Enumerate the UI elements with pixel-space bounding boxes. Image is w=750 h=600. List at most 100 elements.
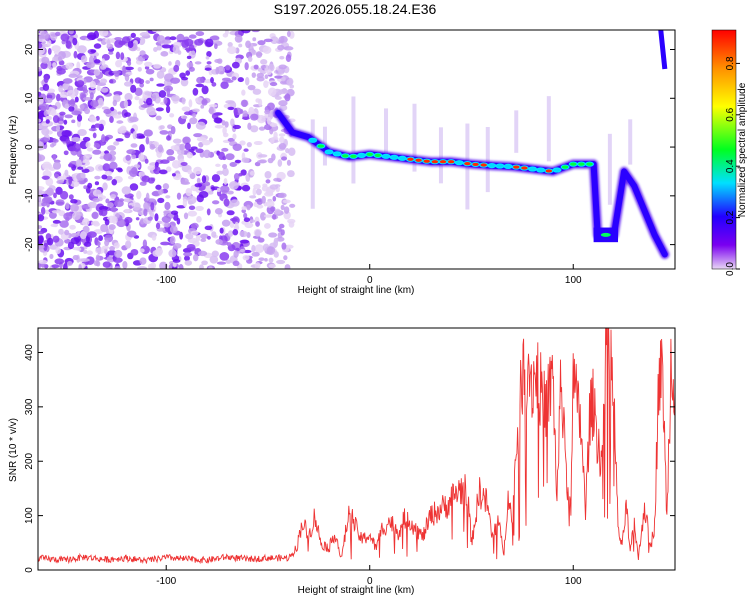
spectrogram-noise-blob xyxy=(68,176,73,185)
spectrogram-noise-blob xyxy=(239,248,246,253)
spectrogram-noise-blob xyxy=(106,39,111,48)
spectrogram-noise-blob xyxy=(260,64,267,69)
spectrogram-noise-blob xyxy=(124,73,130,82)
spectrogram-noise-blob xyxy=(46,187,54,196)
spectrogram-noise-blob xyxy=(255,221,260,227)
spectrogram-noise-blob xyxy=(109,246,116,251)
spectrogram-noise-blob xyxy=(156,83,165,87)
spectrogram-noise-blob xyxy=(100,78,108,84)
spectrogram-noise-blob xyxy=(157,188,164,195)
spectrogram-noise-blob xyxy=(254,244,265,253)
spectrogram-noise-blob xyxy=(76,61,81,70)
ridge-spot xyxy=(504,164,512,168)
spectrogram-noise-blob xyxy=(154,161,159,168)
spectrogram-noise-blob xyxy=(86,61,95,69)
spectrogram-noise-blob xyxy=(151,191,160,197)
spectrogram-noise-blob xyxy=(214,43,218,50)
spectrogram-noise-blob xyxy=(109,79,114,84)
spectrogram-noise-blob xyxy=(170,77,181,84)
spectrogram-noise-blob xyxy=(230,217,238,222)
spectrogram-noise-blob xyxy=(238,43,243,48)
spectrogram-noise-blob xyxy=(100,209,108,217)
spectrogram-noise-blob xyxy=(106,202,114,208)
spectrogram-noise-blob xyxy=(38,259,48,264)
spectrogram-noise-blob xyxy=(269,137,275,144)
spectrogram-noise-blob xyxy=(40,30,49,40)
spectrogram-noise-blob xyxy=(45,177,54,187)
spectrogram-noise-blob xyxy=(144,91,153,96)
spectrogram-noise-blob xyxy=(165,195,171,199)
spectrogram-noise-blob xyxy=(246,204,251,209)
spectrogram-noise-blob xyxy=(43,110,48,117)
spectrogram-noise-blob xyxy=(82,96,93,101)
spectrogram-noise-blob xyxy=(130,248,139,256)
spectrogram-noise-blob xyxy=(273,131,278,139)
spectrogram-noise-blob xyxy=(288,147,296,157)
ridge-spot xyxy=(342,154,349,158)
spectrogram-noise-blob xyxy=(139,257,147,265)
spectrogram-noise-blob xyxy=(184,142,191,151)
spectrogram-noise-blob xyxy=(69,180,80,188)
spectrogram-noise-blob xyxy=(52,62,57,68)
spectrogram-noise-blob xyxy=(264,109,271,115)
spectrogram-noise-blob xyxy=(124,92,133,102)
spectrogram-x-axis-label: Height of straight line (km) xyxy=(298,285,415,296)
spectrogram-noise-blob xyxy=(138,171,146,177)
spectrogram-noise-blob xyxy=(226,242,232,247)
spectrogram-noise-blob xyxy=(278,64,287,70)
colorbar-gradient xyxy=(711,29,737,270)
spectrogram-noise-blob xyxy=(138,78,145,85)
spectrogram-noise-blob xyxy=(195,233,201,242)
spectrogram-noise-blob xyxy=(166,149,175,156)
spectrogram-noise-blob xyxy=(195,97,204,103)
spectrogram-noise-blob xyxy=(52,115,60,123)
ridge-spot xyxy=(488,163,496,168)
spectrogram-noise-blob xyxy=(195,83,205,88)
spectrogram-noise-blob xyxy=(41,56,50,64)
spectrogram-noise-blob xyxy=(41,175,50,180)
spectrogram-noise-blob xyxy=(289,84,295,89)
spectrogram-noise-blob xyxy=(250,113,259,121)
spectrogram-noise-blob xyxy=(152,249,162,257)
spectrogram-noise-blob xyxy=(139,50,146,57)
spectrogram-noise-blob xyxy=(159,130,169,135)
spectrogram-noise-blob xyxy=(54,258,65,265)
spectrogram-noise-blob xyxy=(102,182,108,191)
ridge-spot xyxy=(325,150,333,154)
snr-y-ticks: 0 100 200 300 400 xyxy=(24,344,675,573)
spectrogram-noise-blob xyxy=(176,192,182,200)
ridge-spot xyxy=(521,166,528,170)
spectrogram-noise-blob xyxy=(155,115,162,121)
spectrogram-noise-blob xyxy=(273,177,281,182)
spectrogram-noise-blob xyxy=(187,210,198,217)
spectrogram-noise-blob xyxy=(47,47,52,55)
spectrogram-noise-blob xyxy=(168,61,172,66)
spectrogram-noise-blob xyxy=(38,118,42,123)
spectrogram-noise-blob xyxy=(198,142,204,148)
spectrogram-noise-blob xyxy=(147,216,153,221)
spectrogram-noise-blob xyxy=(92,132,97,139)
spectrogram-noise-blob xyxy=(120,52,125,61)
spectrogram-noise-blob xyxy=(255,98,261,103)
spectrogram-noise-blob xyxy=(216,187,221,193)
spectrogram-noise-blob xyxy=(93,143,100,149)
spectrogram-noise-blob xyxy=(52,235,60,243)
spectrogram-noise-blob xyxy=(100,87,109,93)
spectrogram-noise-blob xyxy=(116,120,124,124)
spectrogram-noise-blob xyxy=(43,242,48,252)
spectrogram-x-ticks: -100 0 100 xyxy=(156,264,582,286)
spectrogram-noise-blob xyxy=(64,103,70,110)
spectrogram-noise-blob xyxy=(274,96,282,100)
ridge-spot xyxy=(561,165,569,169)
spectrogram-noise-blob xyxy=(87,201,97,209)
snr-y-tick-label: 100 xyxy=(24,507,35,524)
spectrogram-streak xyxy=(351,96,356,184)
spectrogram-noise-blob xyxy=(216,261,227,265)
spectrogram-noise-blob xyxy=(97,97,104,106)
ridge-spot xyxy=(496,164,504,168)
spectrogram-noise-blob xyxy=(207,235,211,240)
spectrogram-noise-blob xyxy=(80,172,86,179)
spectrogram-noise-blob xyxy=(64,229,70,236)
spectrogram-noise-blob xyxy=(278,133,286,137)
